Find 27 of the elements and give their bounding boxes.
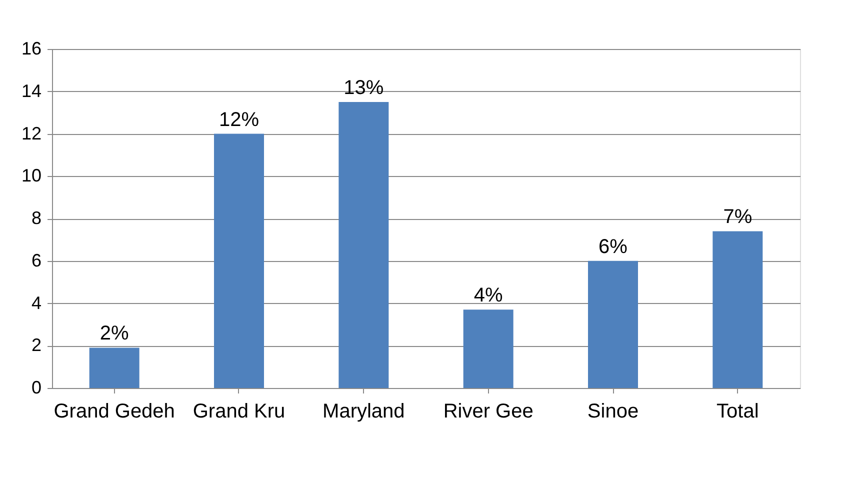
y-tick-label: 4 xyxy=(31,292,42,313)
y-tick-label: 0 xyxy=(31,378,42,398)
data-label: 12% xyxy=(218,108,260,131)
data-label: 7% xyxy=(723,206,752,228)
x-tick-label: Total xyxy=(716,400,759,422)
y-tick-label: 8 xyxy=(31,208,42,228)
data-label: 13% xyxy=(344,76,384,99)
data-label: 4% xyxy=(474,284,504,307)
y-tick-label: 14 xyxy=(21,80,42,101)
bar xyxy=(712,231,763,388)
bar xyxy=(214,134,264,388)
bar xyxy=(463,310,514,388)
bar xyxy=(588,260,638,388)
y-tick-label: 16 xyxy=(21,38,42,58)
y-tick-label: 12 xyxy=(21,123,42,144)
y-tick-label: 10 xyxy=(21,166,42,186)
x-tick-label: Grand Gedeh xyxy=(54,400,175,422)
x-tick-label: River Gee xyxy=(443,400,534,422)
x-tick-label: Grand Kru xyxy=(192,400,286,422)
x-tick-label: Sinoe xyxy=(587,400,639,422)
bar xyxy=(89,348,140,388)
x-tick-label: Maryland xyxy=(322,400,405,422)
y-tick-label: 6 xyxy=(31,250,42,270)
data-label: 6% xyxy=(598,236,628,258)
y-tick-label: 2 xyxy=(31,335,42,356)
data-label: 2% xyxy=(100,322,130,345)
bar xyxy=(338,102,389,388)
